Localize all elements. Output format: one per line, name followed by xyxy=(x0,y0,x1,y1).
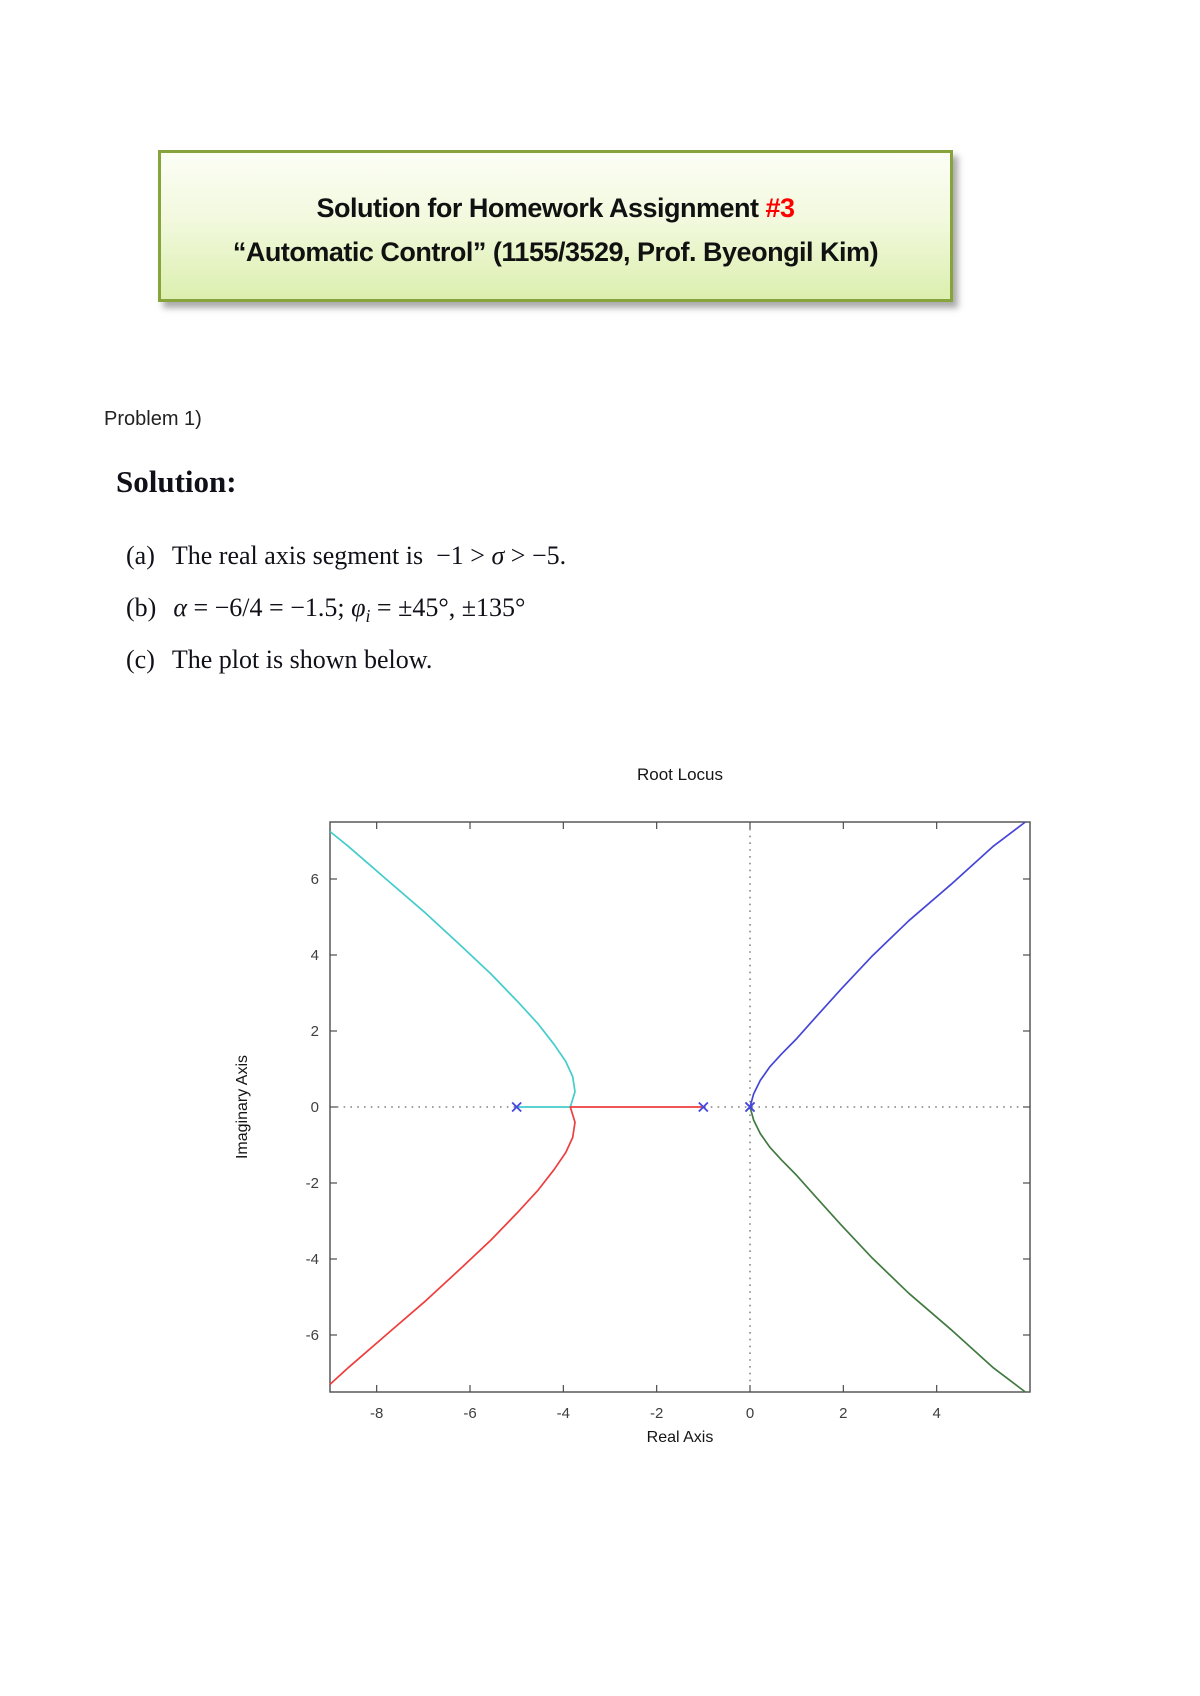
solution-item-text: α = −6/4 = −1.5; φi = ±45°, ±135° xyxy=(173,593,526,627)
x-tick-label: -4 xyxy=(557,1405,570,1422)
assignment-number: #3 xyxy=(765,192,795,223)
y-tick-label: 0 xyxy=(311,1099,319,1116)
solution-item-3: (c) The plot is shown below. xyxy=(126,634,566,686)
branch-from-pole-minus1-lower-left xyxy=(329,1106,704,1386)
branch-from-origin-lower-right xyxy=(749,1106,1026,1393)
solution-item-text: The real axis segment is −1 > σ > −5. xyxy=(171,541,567,570)
x-tick-label: -2 xyxy=(650,1405,663,1422)
branch-from-pole-minus5-upper-left xyxy=(329,830,576,1108)
y-tick-label: -2 xyxy=(306,1175,319,1192)
pole-x-marker xyxy=(698,1101,709,1113)
axis-ticks xyxy=(330,822,1030,1392)
solution-item-1: (a) The real axis segment is −1 > σ > −5. xyxy=(126,530,566,582)
solution-item-text: The plot is shown below. xyxy=(171,645,433,674)
y-axis-label: Imaginary Axis xyxy=(234,1055,251,1159)
problem-label: Problem 1) xyxy=(104,408,202,430)
x-tick-label: 2 xyxy=(839,1405,847,1422)
course-subtitle: “Automatic Control” (1155/3529, Prof. By… xyxy=(232,236,879,267)
solution-item-label: (c) xyxy=(126,645,155,674)
x-tick-label: -6 xyxy=(463,1405,476,1422)
y-tick-label: -6 xyxy=(306,1327,319,1344)
solution-item-label: (b) xyxy=(126,593,157,622)
pole-markers xyxy=(511,1101,756,1113)
reference-lines xyxy=(330,822,1030,1392)
root-locus-branches xyxy=(329,821,1026,1393)
pole-x-marker xyxy=(511,1101,522,1113)
y-tick-label: 6 xyxy=(311,871,319,888)
assignment-title: Solution for Homework Assignment #3 xyxy=(316,192,795,224)
solution-item-label: (a) xyxy=(126,541,155,570)
y-tick-label: -4 xyxy=(306,1251,319,1268)
assignment-title-text: Solution for Homework Assignment xyxy=(316,192,766,223)
x-tick-label: 4 xyxy=(932,1405,940,1422)
assignment-header-box: Solution for Homework Assignment #3 “Aut… xyxy=(158,150,953,302)
pole-x-marker xyxy=(744,1101,756,1113)
y-tick-labels: -6 -4 -2 0 2 4 6 xyxy=(306,871,319,1344)
solution-item-2: (b) α = −6/4 = −1.5; φi = ±45°, ±135° xyxy=(126,582,566,634)
x-tick-label: 0 xyxy=(746,1405,754,1422)
solution-items: (a) The real axis segment is −1 > σ > −5.… xyxy=(126,530,566,686)
y-tick-label: 4 xyxy=(311,947,319,964)
x-tick-labels: -8 -6 -4 -2 0 2 4 xyxy=(370,1405,941,1422)
solution-heading: Solution: xyxy=(116,464,237,499)
root-locus-chart: -8 -6 -4 -2 0 2 4 -6 -4 -2 0 2 4 6 Root Locus Real Axis… xyxy=(200,700,1060,1460)
branch-from-origin-upper-right xyxy=(749,821,1026,1108)
x-tick-label: -8 xyxy=(370,1405,383,1422)
y-tick-label: 2 xyxy=(311,1023,319,1040)
x-axis-label: Real Axis xyxy=(647,1429,714,1446)
chart-title: Root Locus xyxy=(637,765,723,784)
root-locus-svg: -8 -6 -4 -2 0 2 4 -6 -4 -2 0 2 4 6 Root Locus Real Axis… xyxy=(234,765,1031,1446)
